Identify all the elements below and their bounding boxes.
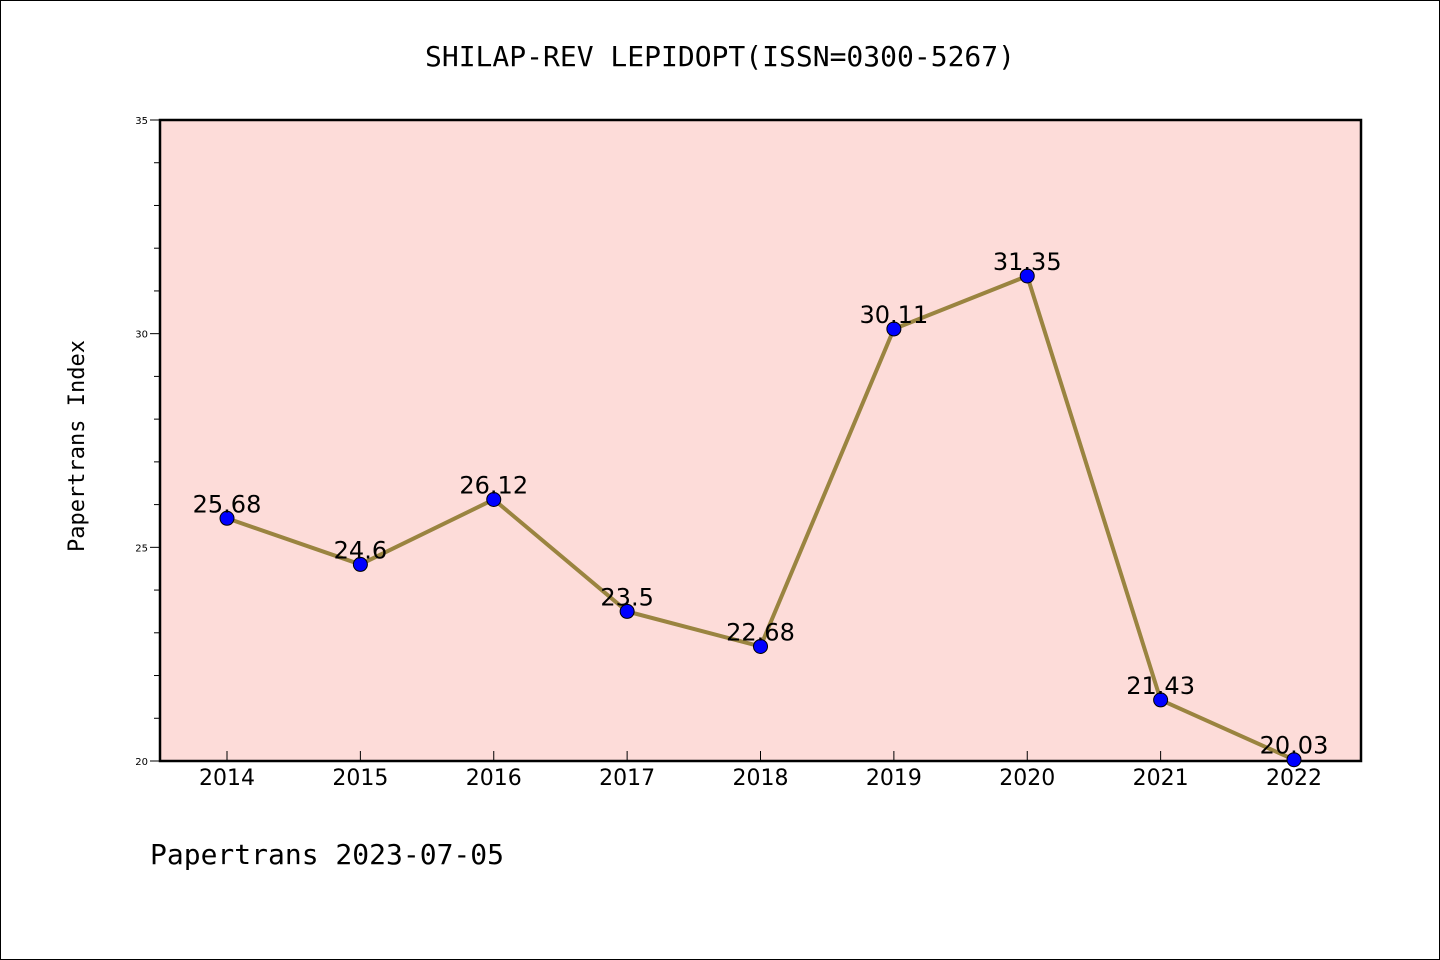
data-label: 23.5 (600, 583, 653, 611)
x-tick-label: 2014 (199, 766, 255, 791)
data-point (1286, 752, 1302, 768)
data-point (619, 603, 635, 619)
x-tick-label: 2016 (466, 766, 522, 791)
chart-title: SHILAP-REV LEPIDOPT(ISSN=0300-5267) (425, 40, 1015, 73)
y-tick-label: 25 (135, 543, 148, 554)
plot-area (158, 118, 1363, 763)
x-axis: 2014 2015 2016 2017 2018 2019 2020 2021 2022 (199, 751, 1322, 791)
data-label: 24.6 (334, 536, 387, 564)
data-label: 31.35 (993, 248, 1062, 276)
data-label: 22.68 (726, 618, 795, 646)
data-point (886, 321, 902, 337)
y-tick-label: 20 (135, 757, 148, 768)
data-point (352, 556, 368, 572)
data-label: 25.68 (193, 490, 262, 518)
series-papertrans-index (219, 268, 1302, 768)
data-label: 30.11 (860, 301, 929, 329)
footer-text: Papertrans 2023-07-05 (150, 838, 504, 871)
data-point (1153, 692, 1169, 708)
y-tick-label: 35 (135, 116, 148, 127)
data-label: 26.12 (459, 471, 528, 499)
x-tick-label: 2020 (999, 766, 1055, 791)
data-point (219, 510, 235, 526)
y-axis-label: Papertrans Index (65, 340, 90, 552)
x-tick-label: 2021 (1133, 766, 1189, 791)
data-label: 21.43 (1126, 672, 1195, 700)
x-tick-label: 2019 (866, 766, 922, 791)
y-tick-label: 30 (135, 330, 148, 341)
data-point (486, 491, 502, 507)
data-labels: 25.68 24.6 26.12 23.5 22.68 30.11 31.35 21.43 20… (193, 248, 1329, 760)
x-tick-label: 2017 (599, 766, 655, 791)
data-point (753, 638, 768, 654)
x-tick-label: 2022 (1266, 766, 1322, 791)
x-tick-label: 2015 (332, 766, 388, 791)
x-tick-label: 2018 (733, 766, 789, 791)
y-axis: 20 25 30 35 (135, 116, 160, 768)
data-label: 20.03 (1260, 732, 1329, 760)
data-point (1019, 268, 1035, 284)
